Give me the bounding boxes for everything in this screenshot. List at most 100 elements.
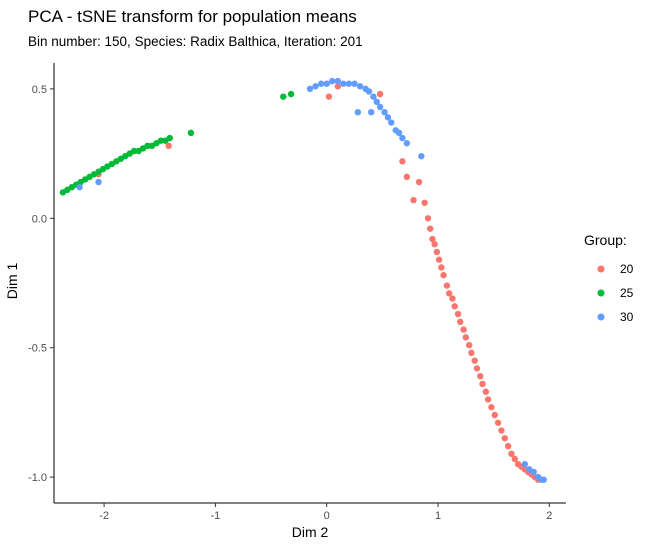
data-point — [471, 357, 478, 364]
data-point — [365, 88, 373, 95]
data-point — [418, 152, 425, 160]
data-point — [403, 173, 411, 181]
data-point — [438, 264, 445, 271]
data-point — [368, 108, 375, 116]
data-point — [351, 80, 358, 87]
data-point — [187, 129, 195, 137]
x-axis-ticks: -2 -1 0 1 2 — [99, 503, 552, 522]
data-point — [435, 256, 443, 263]
data-point — [334, 77, 342, 85]
data-point — [354, 108, 362, 116]
data-point — [280, 93, 287, 100]
data-point — [460, 326, 467, 333]
data-point — [530, 468, 537, 476]
y-tick-label: -1.0 — [28, 472, 47, 484]
data-point — [484, 396, 492, 403]
data-point — [445, 290, 453, 297]
data-point — [312, 83, 319, 90]
data-point — [477, 372, 484, 380]
data-point — [130, 147, 138, 155]
series-25 — [59, 90, 295, 196]
data-point — [157, 137, 165, 144]
data-point — [166, 134, 173, 142]
data-point — [504, 442, 512, 450]
x-tick-label: 0 — [324, 510, 330, 522]
data-point — [457, 318, 464, 326]
data-point — [340, 80, 347, 87]
data-point — [399, 158, 406, 165]
data-point — [498, 427, 505, 434]
y-tick-label: -0.5 — [28, 343, 47, 355]
x-tick-label: -1 — [211, 510, 221, 522]
legend-title: Group: — [584, 232, 627, 248]
data-point — [329, 77, 336, 85]
data-point — [381, 108, 388, 116]
y-axis-ticks: -1.0 -0.5 0.0 0.5 — [28, 84, 54, 484]
x-tick-label: 2 — [546, 510, 552, 522]
chart-title: PCA - tSNE transform for population mean… — [28, 7, 357, 26]
data-point — [376, 103, 384, 111]
data-point — [421, 199, 428, 206]
plot-area — [59, 77, 547, 483]
data-point — [427, 225, 434, 232]
data-point — [501, 435, 508, 442]
data-point — [494, 419, 502, 426]
data-point — [440, 272, 447, 279]
x-axis-title: Dim 2 — [292, 524, 329, 540]
x-tick-label: -2 — [99, 510, 109, 522]
legend-key-20 — [597, 265, 605, 273]
data-point — [511, 455, 518, 463]
data-point — [287, 90, 295, 98]
data-point — [345, 80, 353, 87]
series-30 — [76, 77, 547, 483]
data-point — [482, 388, 490, 395]
series-20 — [95, 83, 542, 483]
data-point — [424, 215, 432, 222]
data-point — [449, 295, 456, 302]
x-tick-label: 1 — [435, 510, 441, 522]
data-point — [431, 240, 438, 248]
legend: Group: 20 25 30 — [584, 232, 634, 324]
data-point — [399, 134, 406, 142]
legend-label: 25 — [620, 286, 634, 300]
data-point — [144, 142, 151, 150]
data-point — [376, 90, 384, 98]
data-point — [540, 476, 547, 483]
data-point — [325, 93, 333, 100]
data-point — [491, 411, 498, 419]
data-point — [384, 114, 392, 121]
data-point — [468, 349, 475, 357]
data-point — [323, 80, 330, 87]
data-point — [373, 98, 380, 106]
legend-label: 30 — [620, 310, 634, 324]
data-point — [95, 178, 102, 186]
data-point — [395, 129, 403, 137]
data-point — [433, 248, 441, 256]
data-point — [473, 365, 481, 372]
data-point — [306, 85, 314, 93]
chart-subtitle: Bin number: 150, Species: Radix Balthica… — [28, 34, 363, 49]
data-point — [479, 380, 486, 388]
legend-key-25 — [597, 289, 605, 297]
data-point — [388, 119, 395, 126]
data-point — [403, 140, 411, 147]
data-point — [465, 341, 473, 349]
data-point — [165, 142, 172, 150]
data-point — [356, 83, 364, 90]
data-point — [317, 80, 325, 87]
data-point — [429, 235, 436, 243]
data-point — [488, 404, 495, 411]
y-axis-title: Dim 1 — [4, 263, 20, 300]
y-tick-label: 0.0 — [32, 213, 47, 225]
data-point — [415, 178, 423, 186]
data-point — [334, 83, 342, 90]
data-point — [454, 310, 462, 318]
data-point — [76, 184, 83, 191]
data-point — [410, 196, 417, 204]
data-point — [521, 460, 529, 468]
legend-label: 20 — [620, 262, 634, 276]
data-point — [462, 334, 470, 341]
data-point — [443, 282, 451, 289]
